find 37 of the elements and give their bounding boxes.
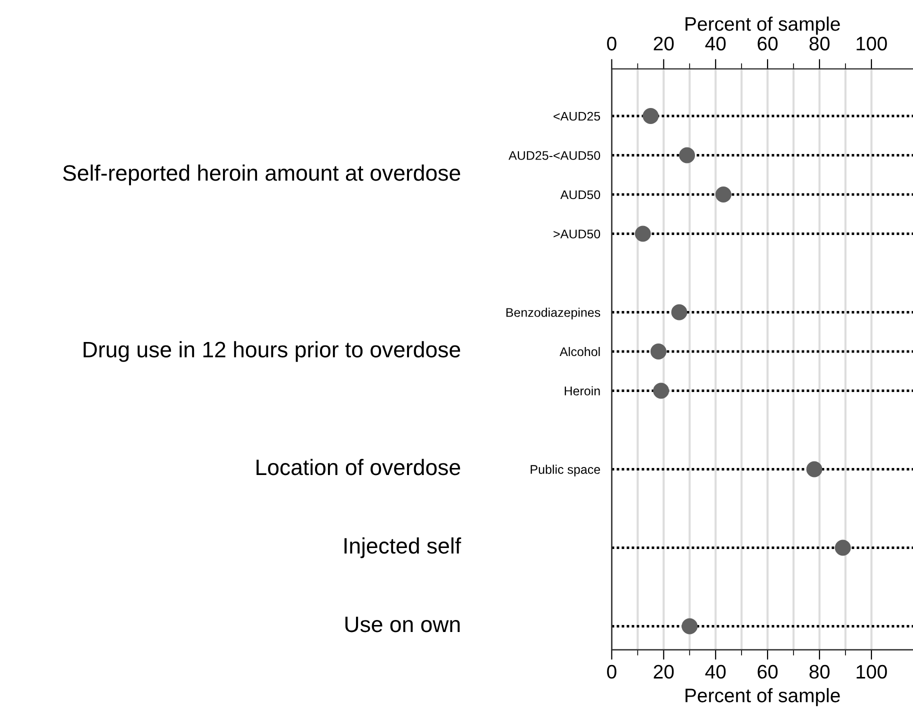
x2-tick-label: 20 (654, 36, 674, 50)
point (653, 382, 670, 399)
y-tick-label: Heroin (564, 386, 600, 396)
point (650, 344, 666, 360)
x-tick-label: 60 (758, 664, 778, 679)
x2-tick-label: 0 (607, 36, 616, 50)
x2-tick-label: 60 (758, 36, 778, 50)
point (715, 186, 732, 202)
x2-axis-title: Percent of sample (686, 16, 840, 35)
x2-tick-label: 80 (810, 36, 830, 50)
y-tick-label: <AUD25 (554, 112, 600, 121)
text: Drug use in 12 hours prior to overdose (84, 341, 460, 362)
point (671, 304, 688, 320)
x-tick-label: 100 (856, 664, 887, 679)
y-tick-label: >AUD50 (554, 230, 600, 238)
point (679, 147, 696, 164)
text: Injected self (344, 537, 462, 558)
y-tick-label: AUD50 (560, 190, 600, 200)
x2-tick-label: 40 (705, 36, 726, 50)
x2-tick-label: 100 (856, 36, 887, 50)
point (682, 618, 698, 634)
x-tick-label: 40 (705, 664, 726, 679)
text: Location of overdose (256, 458, 460, 476)
y-tick-label: AUD25-<AUD50 (508, 151, 600, 160)
x-tick-label: 80 (810, 664, 830, 679)
text: Use on own (345, 616, 460, 632)
text: Self-reported heroin amount at overdose (63, 164, 460, 186)
y-tick-label: Alcohol (560, 346, 600, 356)
point (634, 226, 651, 242)
y-tick-label: Benzodiazepines (506, 308, 600, 320)
point (806, 461, 822, 478)
point (834, 540, 851, 556)
point (642, 108, 659, 124)
y-tick-label: Public space (530, 464, 600, 476)
x-tick-label: 20 (654, 664, 674, 679)
x-axis-title: Percent of sample (686, 688, 840, 706)
x-tick-label: 0 (607, 664, 616, 679)
